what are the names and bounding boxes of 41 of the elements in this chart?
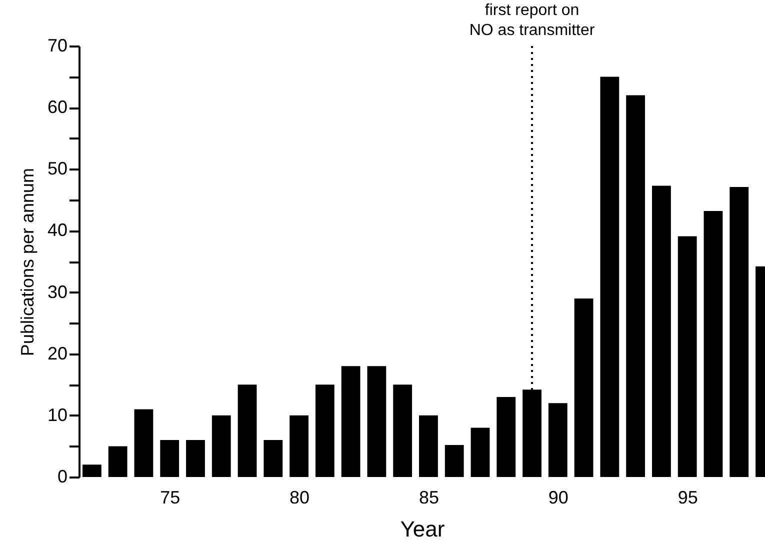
bar — [496, 396, 516, 477]
bar — [290, 415, 308, 477]
x-axis-title: Year — [400, 516, 445, 542]
bar — [470, 428, 490, 477]
y-tick-label: 30 — [47, 282, 68, 302]
y-tick-label: 60 — [47, 97, 68, 118]
bar — [108, 446, 128, 477]
bar — [315, 384, 334, 477]
bar — [444, 444, 464, 477]
y-tick-label: 50 — [47, 158, 68, 179]
bar — [160, 440, 180, 477]
bar — [574, 298, 594, 477]
bar — [730, 187, 749, 477]
bar — [367, 366, 386, 477]
bar — [704, 211, 723, 477]
y-tick-label: 0 — [57, 466, 68, 486]
x-tick-label: 80 — [290, 488, 310, 508]
bar — [238, 384, 257, 477]
bar — [626, 95, 646, 477]
y-tick-label: 70 — [47, 36, 68, 56]
y-tick-label: 40 — [47, 220, 68, 240]
x-tick-label: 95 — [678, 488, 698, 508]
ref-line-label: first report on NO as transmitter — [469, 2, 596, 39]
bar — [393, 384, 412, 477]
x-tick-label: 90 — [548, 488, 568, 508]
y-tick-label: 20 — [47, 343, 68, 364]
bar — [212, 415, 231, 477]
y-axis-title: Publications per annum — [17, 168, 38, 356]
x-tick-label: 75 — [160, 488, 180, 508]
bar — [341, 366, 360, 477]
bar — [600, 76, 620, 477]
bar — [678, 236, 697, 477]
bar — [548, 403, 568, 477]
x-tick-label: 85 — [418, 488, 439, 508]
bar — [134, 409, 154, 477]
bar — [419, 415, 438, 477]
y-tick-label: 10 — [47, 404, 68, 425]
bar — [82, 464, 102, 477]
bar — [264, 440, 283, 477]
bar — [186, 440, 205, 477]
bar — [652, 186, 671, 477]
